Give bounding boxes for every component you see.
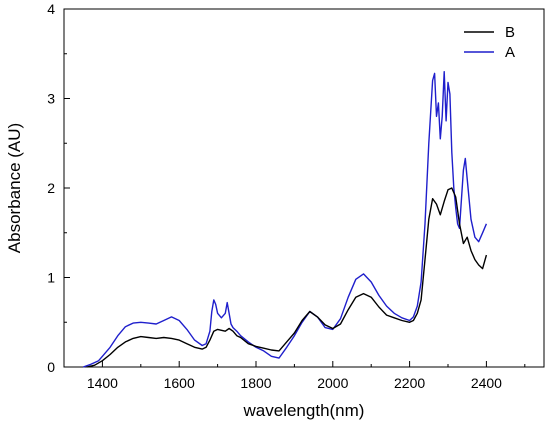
x-tick-label: 2400 bbox=[471, 375, 502, 391]
x-tick-label: 1400 bbox=[87, 375, 118, 391]
x-axis-title: wavelength(nm) bbox=[243, 401, 365, 420]
x-tick-label: 1600 bbox=[164, 375, 195, 391]
x-tick-label: 2200 bbox=[394, 375, 425, 391]
axis-ticks: 1400 1600 1800 2000 2200 2400 0 1 2 3 4 bbox=[47, 1, 526, 391]
y-tick-label: 3 bbox=[47, 91, 55, 107]
x-tick-label: 1800 bbox=[240, 375, 271, 391]
y-axis-title: Absorbance (AU) bbox=[5, 123, 24, 253]
x-tick-label: 2000 bbox=[317, 375, 348, 391]
series-line-b bbox=[86, 187, 488, 368]
y-tick-label: 1 bbox=[47, 270, 55, 286]
legend: B A bbox=[464, 24, 515, 61]
plot-frame bbox=[63, 8, 545, 368]
series-line-a bbox=[82, 71, 488, 368]
y-tick-label: 4 bbox=[47, 1, 55, 17]
series-layer bbox=[82, 71, 488, 368]
legend-label-b: B bbox=[505, 24, 515, 41]
y-tick-label: 0 bbox=[47, 359, 55, 375]
legend-label-a: A bbox=[505, 44, 515, 61]
y-tick-label: 2 bbox=[47, 180, 55, 196]
